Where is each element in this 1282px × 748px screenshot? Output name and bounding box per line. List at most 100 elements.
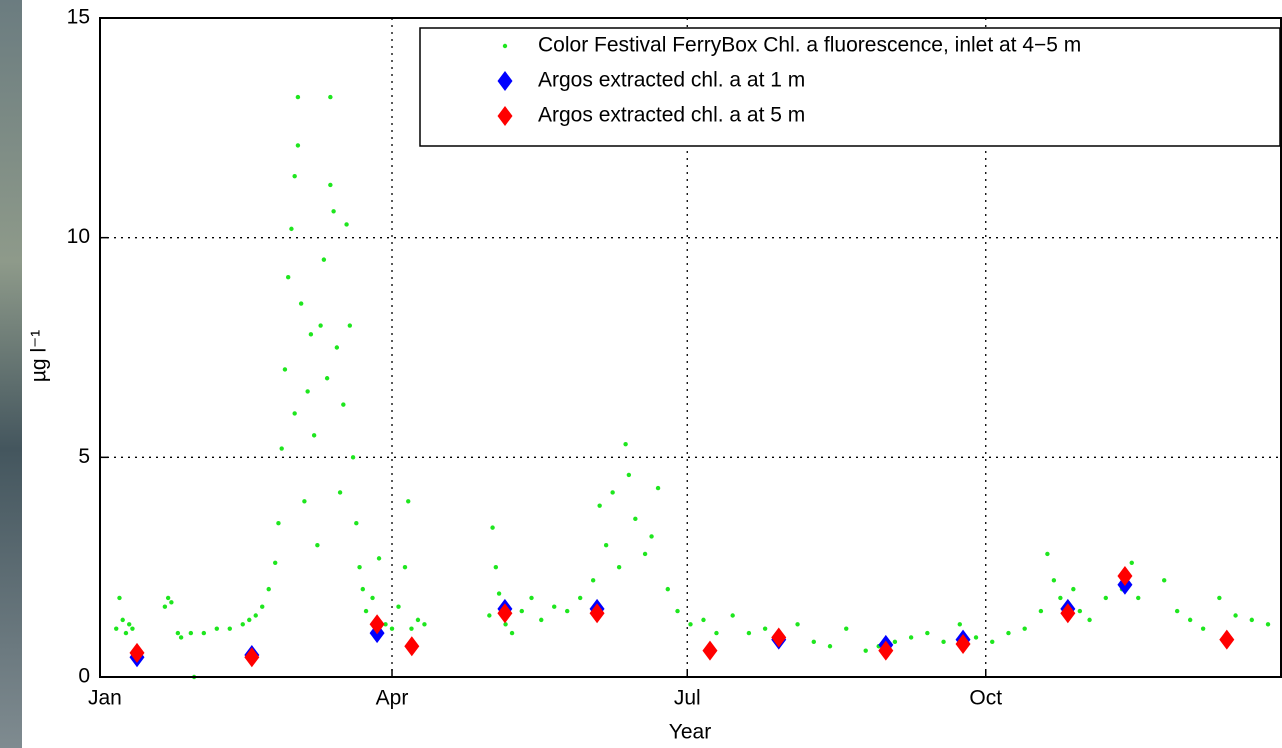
- dot-point: [130, 626, 135, 631]
- dot-point: [762, 626, 768, 631]
- dot-point: [188, 630, 194, 636]
- dot-point: [539, 617, 544, 623]
- dot-point: [175, 630, 181, 636]
- legend-label: Argos extracted chl. a at 5 m: [538, 104, 805, 127]
- dot-point: [383, 622, 388, 627]
- dot-point: [117, 595, 122, 601]
- y-tick-label: 10: [67, 225, 90, 248]
- dot-point: [603, 543, 609, 548]
- dot-point: [1200, 626, 1206, 631]
- dot-point: [1161, 578, 1167, 583]
- x-tick-label: Jan: [88, 687, 122, 710]
- dot-point: [675, 608, 680, 614]
- dot-point: [363, 608, 369, 614]
- diamond-point: [129, 642, 145, 663]
- x-axis-label: Year: [669, 721, 711, 744]
- dot-point: [120, 617, 125, 623]
- dot-point: [496, 591, 502, 596]
- dot-point: [328, 94, 333, 100]
- dot-point: [892, 639, 898, 645]
- dot-point: [295, 143, 301, 148]
- dot-point: [370, 595, 375, 601]
- dot-point: [688, 622, 693, 627]
- dot-point: [422, 622, 427, 627]
- dot-point: [253, 613, 258, 618]
- dot-point: [127, 622, 132, 627]
- dot-point: [318, 323, 323, 328]
- dot-point: [1087, 617, 1092, 623]
- diamond-point: [369, 614, 385, 635]
- dot-point: [324, 376, 330, 381]
- dot-point: [577, 595, 583, 601]
- y-tick-label: 15: [67, 6, 90, 29]
- dot-point: [633, 516, 638, 522]
- diamond-point: [404, 636, 420, 657]
- dot-point: [337, 490, 343, 495]
- dot-point: [1058, 595, 1063, 601]
- dot-point: [305, 389, 310, 394]
- dot-point: [169, 600, 174, 605]
- dot-point: [285, 275, 291, 280]
- dot-point: [1077, 608, 1083, 614]
- plot-frame: [99, 17, 1282, 678]
- x-tick-label: Apr: [376, 687, 409, 710]
- dot-point: [1249, 617, 1254, 623]
- dot-point: [350, 455, 356, 460]
- dot-point: [1071, 586, 1076, 592]
- diamond-point: [1219, 629, 1235, 650]
- dot-point: [1022, 626, 1027, 631]
- dot-point: [957, 622, 962, 627]
- dot-point: [376, 556, 382, 561]
- dot-point: [266, 586, 271, 592]
- dot-point: [493, 564, 499, 570]
- dot-point: [360, 586, 366, 592]
- legend-box: [419, 27, 1281, 147]
- dot-point: [1265, 622, 1271, 627]
- dot-point: [276, 521, 281, 526]
- dot-point: [626, 472, 632, 478]
- dot-point: [908, 635, 914, 640]
- dot-point: [396, 604, 401, 609]
- dot-point: [162, 604, 168, 609]
- dot-point: [746, 630, 752, 636]
- dot-point: [292, 411, 297, 416]
- diamond-point: [955, 634, 971, 655]
- dot-point: [616, 564, 622, 570]
- dot-point: [623, 441, 628, 447]
- dot-point: [863, 648, 868, 653]
- dot-point: [1217, 595, 1222, 601]
- x-tick-label: Oct: [969, 687, 1002, 710]
- dot-point: [565, 608, 570, 614]
- dot-point: [331, 209, 336, 214]
- dot-point: [123, 630, 129, 636]
- y-axis-label: µg l⁻¹: [28, 330, 51, 382]
- dot-point: [114, 626, 119, 631]
- diamond-point: [244, 647, 260, 668]
- dot-point: [642, 551, 648, 557]
- dot-point: [649, 534, 654, 539]
- dot-point: [590, 578, 596, 583]
- dot-point: [1006, 630, 1011, 636]
- dot-point: [1136, 595, 1141, 601]
- dot-point: [811, 639, 816, 645]
- dot-point: [730, 613, 735, 618]
- dot-point: [295, 94, 301, 100]
- dot-point: [1051, 578, 1057, 583]
- legend-marker: [497, 106, 513, 126]
- legend-label: Color Festival FerryBox Chl. a fluoresce…: [538, 34, 1081, 57]
- dot-point: [529, 595, 534, 601]
- dot-point: [273, 560, 278, 565]
- dot-point: [509, 630, 515, 636]
- dot-point: [655, 485, 661, 491]
- dot-point: [311, 433, 317, 438]
- background-photo: [0, 0, 22, 748]
- dot-point: [308, 332, 314, 337]
- legend-marker: [497, 71, 513, 91]
- dot-point: [298, 301, 304, 306]
- dot-point: [321, 257, 327, 262]
- dot-point: [227, 626, 232, 631]
- dot-point: [282, 367, 288, 372]
- dot-point: [487, 613, 492, 618]
- dot-point: [279, 446, 284, 451]
